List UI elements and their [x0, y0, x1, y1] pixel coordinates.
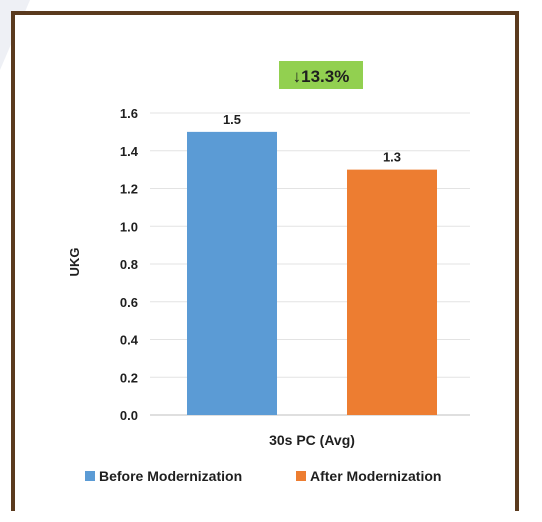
y-tick-label: 0.8	[120, 257, 138, 272]
data-labels: 1.5 1.3	[223, 112, 401, 165]
y-tick-label: 1.0	[120, 219, 138, 234]
change-annotation: ↓13.3%	[279, 61, 363, 89]
x-category-label: 30s PC (Avg)	[269, 432, 355, 448]
data-label: 1.5	[223, 112, 241, 127]
y-tick-label: 0.6	[120, 295, 138, 310]
bars	[187, 131, 437, 415]
legend: Before Modernization After Modernization	[85, 468, 441, 484]
legend-swatch	[85, 471, 95, 481]
legend-label: Before Modernization	[99, 468, 242, 484]
bar-before-modernization	[187, 131, 277, 415]
legend-label: After Modernization	[310, 468, 441, 484]
y-tick-label: 0.0	[120, 408, 138, 423]
y-tick-label: 1.4	[120, 144, 139, 159]
change-badge-text: ↓13.3%	[293, 67, 350, 86]
bar-after-modernization	[347, 169, 437, 415]
legend-swatch	[296, 471, 306, 481]
y-axis-label: UKG	[67, 248, 82, 277]
y-tick-label: 1.6	[120, 106, 138, 121]
y-tick-label: 1.2	[120, 182, 138, 197]
y-axis-ticks: 0.0 0.2 0.4 0.6 0.8 1.0 1.2 1.4 1.6	[120, 106, 139, 423]
data-label: 1.3	[383, 150, 401, 165]
y-tick-label: 0.2	[120, 370, 138, 385]
change-badge	[279, 61, 363, 89]
y-tick-label: 0.4	[120, 333, 139, 348]
